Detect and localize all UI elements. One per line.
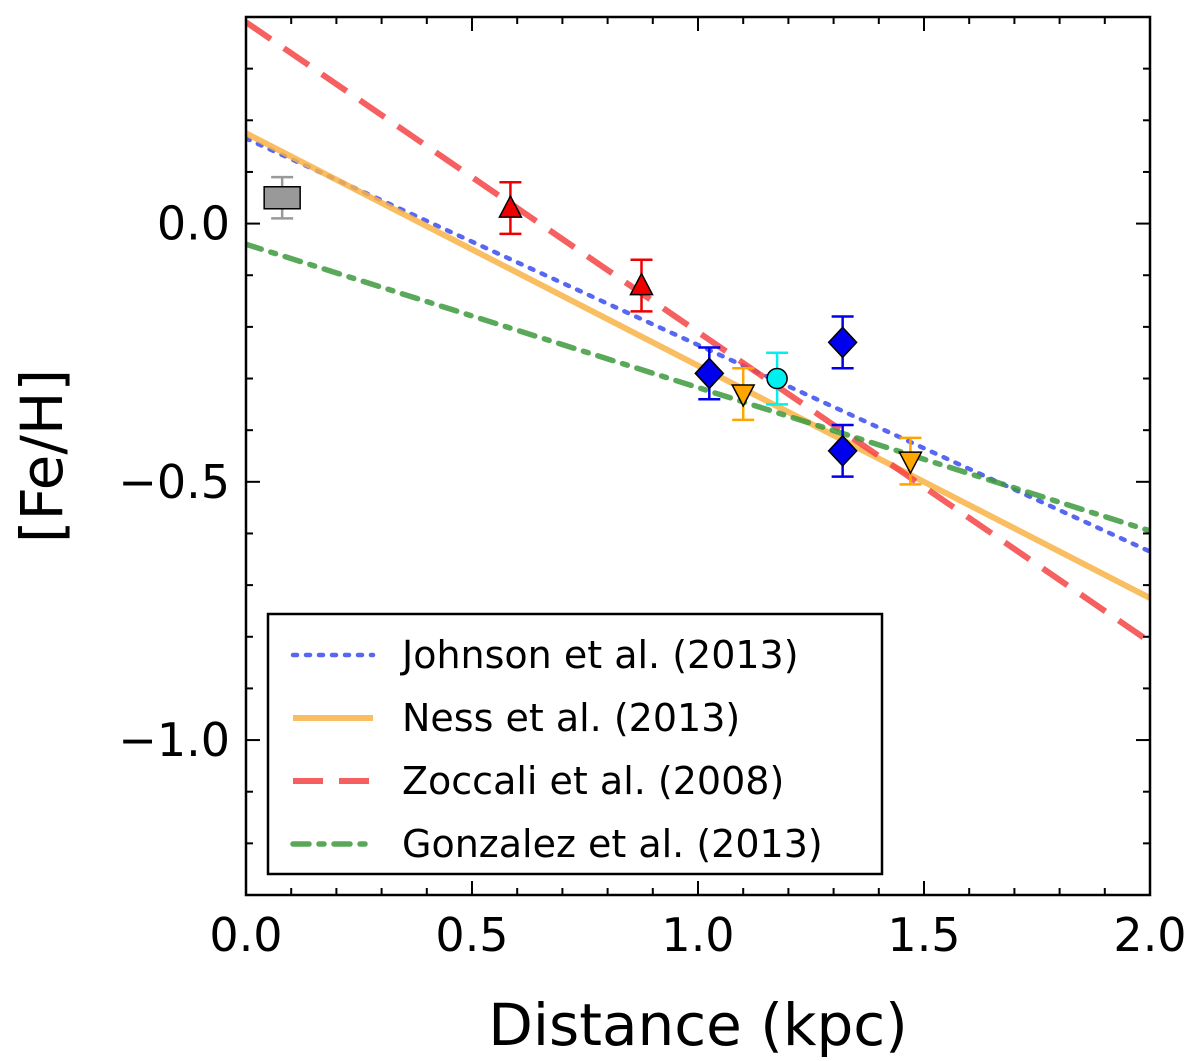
triangle-up-marker bbox=[498, 194, 523, 218]
legend-label-4: Gonzalez et al. (2013) bbox=[402, 822, 823, 866]
data-point-orange-triangle bbox=[730, 366, 756, 422]
x-tick-label: 1.5 bbox=[887, 908, 960, 962]
data-point-cyan-circle bbox=[766, 351, 789, 406]
y-axis-label: [Fe/H] bbox=[8, 369, 76, 543]
x-tick-label: 1.0 bbox=[661, 908, 734, 962]
y-tick-label: −0.5 bbox=[118, 455, 230, 509]
x-tick-label: 2.0 bbox=[1113, 908, 1186, 962]
legend-label-2: Ness et al. (2013) bbox=[402, 696, 740, 740]
x-tick-label: 0.0 bbox=[209, 908, 282, 962]
y-tick-label: −1.0 bbox=[118, 713, 230, 767]
legend: Johnson et al. (2013) Ness et al. (2013) Z… bbox=[266, 612, 884, 876]
circle-marker bbox=[766, 367, 788, 390]
tick-labels: 0.0 0.5 1.0 1.5 2.0 0.0 −0.5 −1.0 bbox=[118, 197, 1186, 962]
square-marker bbox=[263, 186, 301, 210]
data-point-blue-diamond bbox=[827, 423, 858, 478]
y-tick-label: 0.0 bbox=[157, 197, 230, 251]
triangle-down-marker bbox=[730, 384, 756, 408]
data-point-gray-square bbox=[263, 175, 301, 220]
data-points bbox=[263, 175, 923, 486]
x-tick-label: 0.5 bbox=[435, 908, 508, 962]
fit-lines bbox=[246, 19, 1150, 645]
triangle-down-marker bbox=[898, 451, 923, 475]
triangle-up-marker bbox=[629, 271, 654, 296]
diamond-marker bbox=[827, 326, 858, 359]
legend-label-3: Zoccali et al. (2008) bbox=[402, 759, 784, 803]
data-point-red-triangle bbox=[629, 258, 654, 313]
data-point-red-triangle bbox=[498, 181, 523, 236]
legend-frame bbox=[266, 612, 884, 876]
diamond-marker bbox=[694, 357, 725, 390]
data-point-blue-diamond bbox=[694, 346, 725, 401]
fit-line-4 bbox=[246, 241, 1150, 534]
fit-line-2 bbox=[246, 130, 1150, 601]
data-point-orange-triangle bbox=[898, 436, 923, 486]
legend-label-1: Johnson et al. (2013) bbox=[400, 633, 799, 677]
diamond-marker bbox=[827, 434, 858, 467]
fit-line-1 bbox=[246, 136, 1150, 554]
data-point-blue-diamond bbox=[827, 315, 858, 370]
x-axis-label: Distance (kpc) bbox=[488, 991, 908, 1059]
plot-frame bbox=[244, 15, 1152, 897]
